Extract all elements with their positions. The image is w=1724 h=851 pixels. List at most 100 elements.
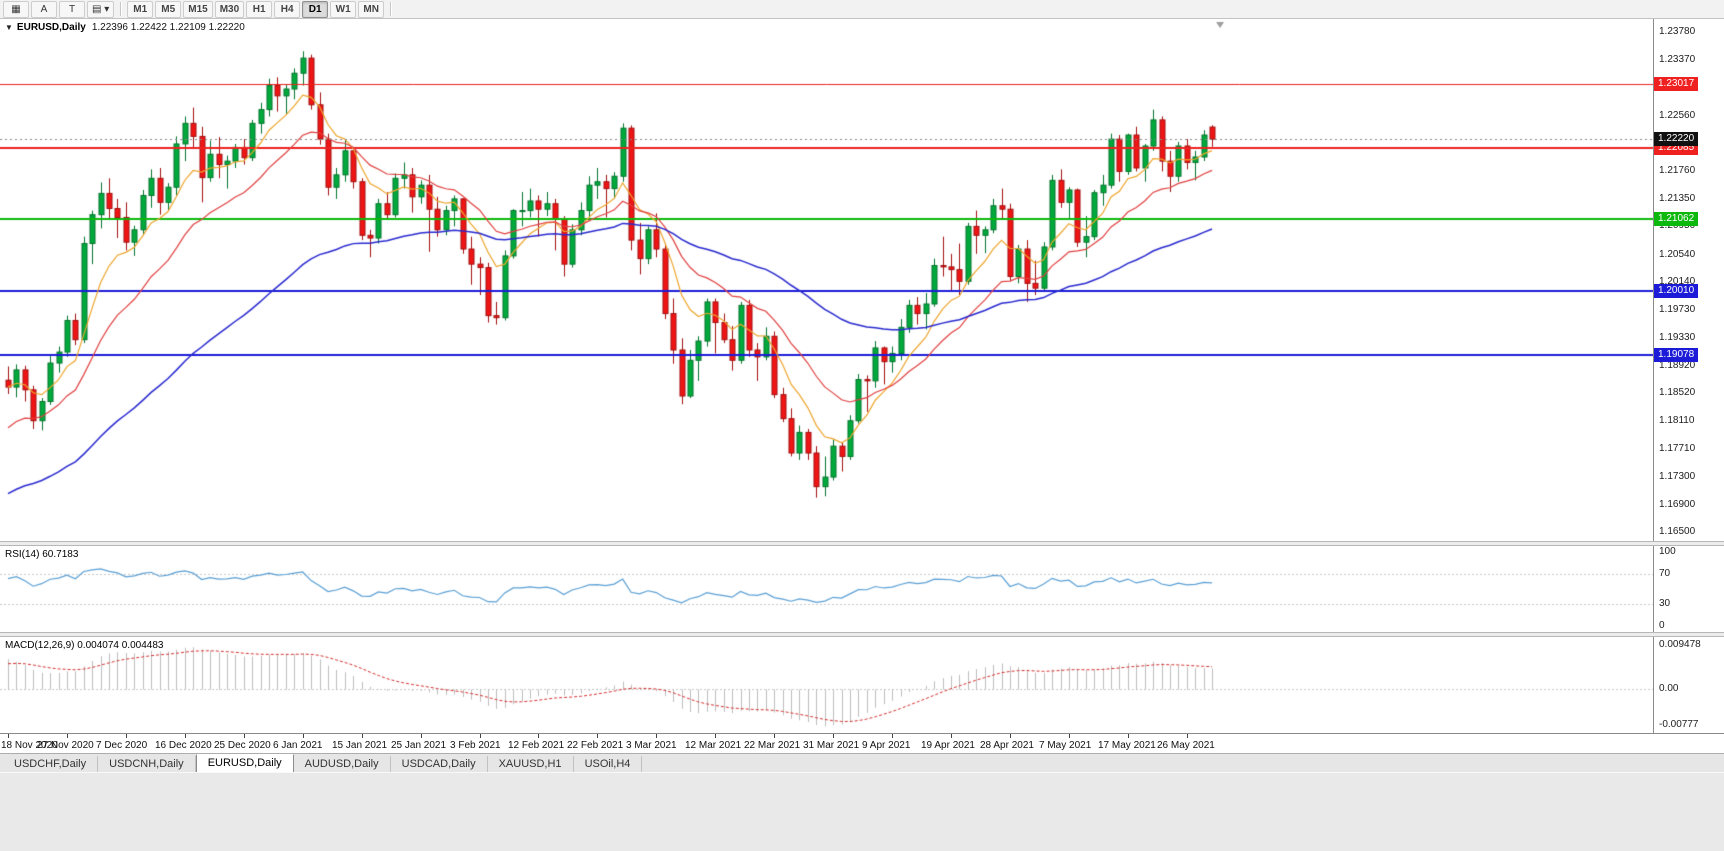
time-axis-label: 28 Apr 2021 [980,740,1034,751]
hline-price-tag: 1.20010 [1654,283,1699,298]
time-axis-tick [1128,734,1129,738]
hline-price-tag: 1.21062 [1654,211,1699,226]
time-axis-label: 12 Feb 2021 [508,740,565,751]
price-axis-label: 1.17710 [1659,442,1696,454]
macd-pane: MACD(12,26,9) 0.004074 0.004483 0.009478… [0,637,1724,733]
chart-symbol-period: EURUSD,Daily [16,22,86,33]
arrow-tool-button[interactable]: A [31,0,57,18]
time-axis-label: 25 Jan 2021 [391,740,447,751]
timeframe-m1-button[interactable]: M1 [127,0,154,18]
timeframe-w1-button[interactable]: W1 [330,0,357,18]
price-axis-label: 1.18920 [1659,359,1696,371]
macd-title: MACD(12,26,9) [5,640,75,651]
pane-splitter[interactable] [0,541,1724,546]
time-axis-tick [67,734,68,738]
chart-tab-usdchf[interactable]: USDCHF,Daily [3,756,99,772]
time-axis-tick [185,734,186,738]
rsi-value: 60.7183 [42,549,79,560]
chart-tabs-bar: USDCHF,Daily USDCNH,Daily EURUSD,Daily AUDU… [0,753,1724,774]
price-axis-label: 1.16900 [1659,498,1696,510]
chart-tab-audusd[interactable]: AUDUSD,Daily [294,756,391,772]
time-axis-label: 18 Nov 2020 [1,740,58,751]
timeframe-d1-button[interactable]: D1 [302,0,329,18]
time-axis-label: 25 Dec 2020 [214,740,271,751]
time-axis-tick [774,734,775,738]
time-axis-label: 26 May 2021 [1157,740,1215,751]
time-axis-tick [833,734,834,738]
timeframe-h4-button[interactable]: H4 [274,0,301,18]
pane-splitter[interactable] [0,632,1724,637]
main-chart-pane: ▼ EURUSD,Daily 1.22396 1.22422 1.22109 1.2… [0,19,1724,541]
tile-windows-icon[interactable]: ▦ [3,0,29,18]
rsi-title: RSI(14) [5,549,40,560]
time-axis-tick [362,734,363,738]
time-axis-tick [244,734,245,738]
macd-canvas[interactable] [0,637,1653,733]
objects-list-dropdown[interactable]: ▤ ▾ [87,0,115,18]
time-axis-label: 27 Nov 2020 [37,740,94,751]
main-chart-canvas[interactable] [0,19,1653,541]
time-axis-label: 19 Apr 2021 [921,740,975,751]
chart-tab-xauusd[interactable]: XAUUSD,H1 [488,756,574,772]
timeframe-h1-button[interactable]: H1 [246,0,273,18]
time-axis-tick [715,734,716,738]
time-axis-label: 6 Jan 2021 [273,740,323,751]
chart-tab-eurusd[interactable]: EURUSD,Daily [195,754,294,774]
timeframe-m30-button[interactable]: M30 [214,0,245,18]
macd-axis-label: -0.00777 [1659,719,1699,730]
text-tool-button[interactable]: T [59,0,85,18]
price-axis-label: 1.21760 [1659,164,1696,176]
time-axis-tick [597,734,598,738]
top-toolbar: ▦ A T ▤ ▾ M1 M5 M15 M30 H1 H4 D1 W1 MN [0,0,1724,19]
chart-tab-usdcnh[interactable]: USDCNH,Daily [98,756,196,772]
price-axis-label: 1.18110 [1659,415,1695,427]
price-axis-label: 1.19330 [1659,331,1696,343]
time-axis-tick [303,734,304,738]
time-axis-label: 17 May 2021 [1098,740,1156,751]
chart-tab-usoil[interactable]: USOil,H4 [574,756,643,772]
macd-axis-label: 0.00 [1659,682,1679,694]
macd-axis[interactable]: 0.009478 0.00 -0.00777 [1653,637,1724,733]
chart-ohlc-values: 1.22396 1.22422 1.22109 1.22220 [91,22,245,33]
time-axis-tick [8,734,9,738]
time-axis-tick [480,734,481,738]
price-axis-label: 1.20140 [1659,276,1696,287]
rsi-axis-label: 100 [1659,546,1676,557]
chart-tab-usdcad[interactable]: USDCAD,Daily [391,756,488,772]
timeframe-mn-button[interactable]: MN [358,0,385,18]
status-area [0,772,1724,851]
rsi-axis-label: 70 [1659,568,1671,580]
price-axis[interactable]: 1.237801.233701.229601.225601.221501.217… [1653,19,1724,541]
time-axis-tick [892,734,893,738]
time-axis-tick [1069,734,1070,738]
timeframe-m15-button[interactable]: M15 [183,0,213,18]
time-axis-tick [656,734,657,738]
time-axis-tick [1187,734,1188,738]
price-axis-label: 1.18520 [1659,387,1696,399]
rsi-canvas[interactable] [0,546,1653,632]
time-axis-tick [951,734,952,738]
time-axis-label: 7 Dec 2020 [96,740,148,751]
price-axis-label: 1.19730 [1659,304,1696,316]
rsi-pane: RSI(14) 60.7183 100 70 30 0 [0,546,1724,632]
rsi-label: RSI(14) 60.7183 [5,549,78,560]
time-axis-label: 3 Mar 2021 [626,740,677,751]
timeframe-m5-button[interactable]: M5 [155,0,182,18]
rsi-axis-label: 30 [1659,597,1671,609]
rsi-axis[interactable]: 100 70 30 0 [1653,546,1724,632]
chart-expander-icon[interactable]: ▼ [5,23,13,32]
rsi-axis-label: 0 [1659,620,1665,631]
time-axis[interactable]: 18 Nov 2020 27 Nov 2020 7 Dec 2020 16 Dec 2… [0,733,1724,753]
time-axis-label: 9 Apr 2021 [862,740,911,751]
time-axis-tick [421,734,422,738]
time-axis-label: 16 Dec 2020 [155,740,212,751]
chart-ohlc-label: ▼ EURUSD,Daily 1.22396 1.22422 1.22109 1.2… [5,22,245,33]
tool-button-group: ▦ A T ▤ ▾ [2,0,115,18]
macd-values: 0.004074 0.004483 [77,640,164,651]
price-axis-label: 1.17300 [1659,471,1696,483]
toolbar-separator [120,2,122,16]
price-axis-label: 1.16500 [1659,526,1696,537]
time-axis-label: 12 Mar 2021 [685,740,742,751]
time-axis-label: 7 May 2021 [1039,740,1092,751]
